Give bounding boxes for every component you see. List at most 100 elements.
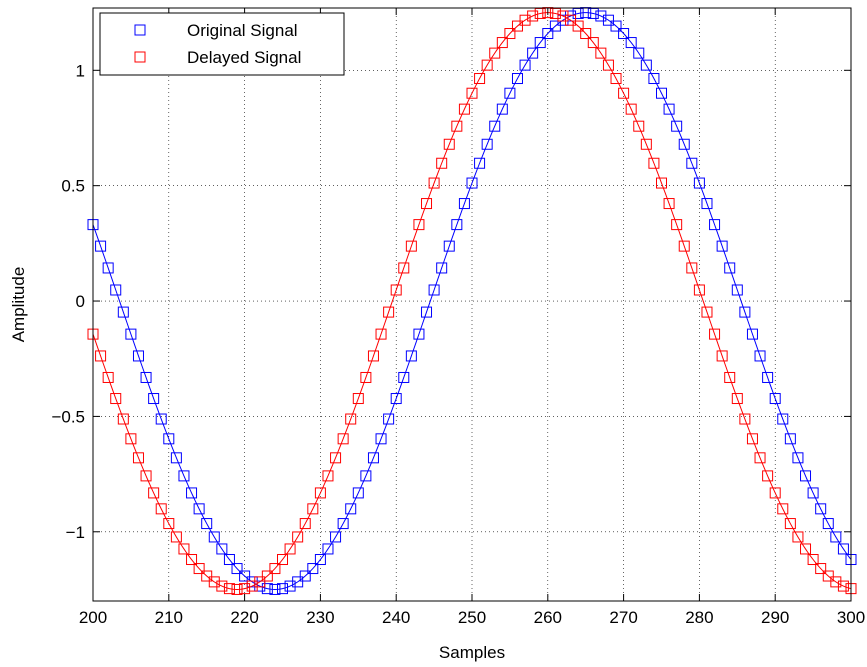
- data-point: [822, 518, 834, 530]
- data-point: [345, 413, 357, 425]
- data-point: [580, 28, 592, 40]
- legend-box: [99, 12, 345, 76]
- data-point: [360, 371, 372, 383]
- data-point: [671, 219, 683, 231]
- data-point: [693, 177, 705, 189]
- data-point: [413, 328, 425, 340]
- legend-entries: Original Signal Delayed Signal: [134, 21, 301, 67]
- data-point: [337, 518, 349, 530]
- data-point: [208, 531, 220, 543]
- data-point: [678, 138, 690, 150]
- data-point: [754, 350, 766, 362]
- data-point: [800, 543, 812, 555]
- data-point: [223, 583, 235, 595]
- data-point: [511, 73, 523, 85]
- data-point: [481, 138, 493, 150]
- data-point: [830, 531, 842, 543]
- series-line: [92, 12, 852, 590]
- data-point: [95, 240, 107, 252]
- series-original-signal: [87, 7, 857, 595]
- data-point: [284, 543, 296, 555]
- data-point: [671, 120, 683, 132]
- x-tick-label: 230: [306, 608, 334, 627]
- data-point: [299, 570, 311, 582]
- data-point: [815, 503, 827, 515]
- data-point: [458, 103, 470, 115]
- data-point: [830, 576, 842, 588]
- data-point: [769, 487, 781, 499]
- x-axis-label: Samples: [439, 643, 505, 662]
- data-point: [724, 371, 736, 383]
- data-point: [413, 219, 425, 231]
- x-tick-label: 300: [837, 608, 865, 627]
- legend-label: Original Signal: [187, 21, 298, 40]
- data-point: [648, 157, 660, 169]
- data-point: [299, 518, 311, 530]
- data-point: [261, 570, 273, 582]
- data-point: [837, 580, 849, 592]
- data-point: [739, 413, 751, 425]
- data-point: [565, 14, 577, 26]
- data-point: [367, 350, 379, 362]
- data-point: [231, 563, 243, 575]
- data-point: [466, 177, 478, 189]
- data-point: [155, 413, 167, 425]
- y-axis-label: Amplitude: [9, 267, 28, 343]
- data-point: [208, 576, 220, 588]
- data-point: [405, 350, 417, 362]
- data-point: [527, 10, 539, 22]
- data-point: [815, 563, 827, 575]
- data-point: [140, 371, 152, 383]
- data-point: [239, 583, 251, 595]
- data-point: [769, 393, 781, 405]
- data-point: [542, 28, 554, 40]
- data-point: [822, 570, 834, 582]
- data-point: [504, 87, 516, 99]
- data-point: [132, 452, 144, 464]
- data-point: [807, 487, 819, 499]
- data-point: [716, 350, 728, 362]
- data-point: [102, 262, 114, 274]
- data-point: [474, 73, 486, 85]
- y-tick-label: −0.5: [51, 407, 85, 426]
- data-point: [201, 570, 213, 582]
- data-point: [443, 240, 455, 252]
- data-point: [602, 59, 614, 71]
- data-point: [443, 138, 455, 150]
- data-point: [527, 47, 539, 59]
- data-point: [125, 328, 137, 340]
- data-point: [792, 452, 804, 464]
- data-point: [155, 503, 167, 515]
- data-point: [754, 452, 766, 464]
- data-point: [746, 433, 758, 445]
- data-point: [731, 284, 743, 296]
- data-point: [178, 470, 190, 482]
- data-point: [746, 328, 758, 340]
- y-tick-label: −1: [66, 523, 85, 542]
- data-point: [163, 518, 175, 530]
- data-point: [178, 543, 190, 555]
- legend-marker: [134, 24, 146, 36]
- legend-label: Delayed Signal: [187, 48, 301, 67]
- y-tick-label: 1: [76, 61, 85, 80]
- data-point: [693, 284, 705, 296]
- data-point: [345, 503, 357, 515]
- data-point: [678, 240, 690, 252]
- data-point: [701, 306, 713, 318]
- data-point: [807, 554, 819, 566]
- data-point: [595, 10, 607, 22]
- data-point: [534, 37, 546, 49]
- data-point: [451, 120, 463, 132]
- data-point: [375, 328, 387, 340]
- data-point: [216, 580, 228, 592]
- data-point: [163, 433, 175, 445]
- data-point: [519, 59, 531, 71]
- data-point: [125, 433, 137, 445]
- data-point: [451, 219, 463, 231]
- data-point: [656, 87, 667, 99]
- data-point: [458, 198, 470, 210]
- data-point: [777, 413, 789, 425]
- data-point: [428, 177, 440, 189]
- data-point: [352, 487, 364, 499]
- tick-labels: 200 210 220 230 240 250 260 270 280 290 300 −1 −0.5 0…: [51, 61, 865, 627]
